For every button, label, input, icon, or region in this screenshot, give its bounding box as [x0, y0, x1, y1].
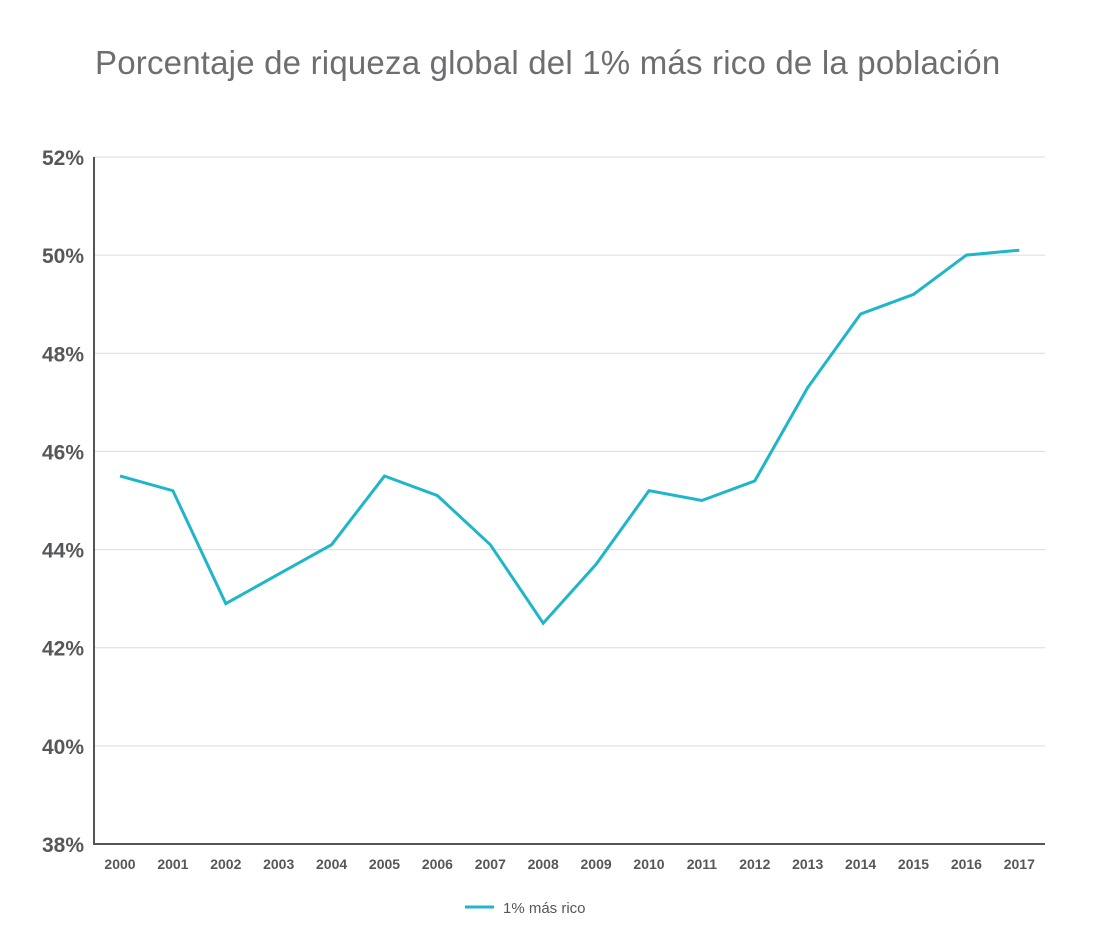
x-tick-label: 2007 [475, 856, 506, 872]
y-tick-label: 38% [42, 834, 84, 857]
x-tick-label: 2011 [687, 856, 718, 872]
y-tick-label: 40% [42, 736, 84, 759]
y-tick-label: 50% [42, 245, 84, 268]
y-tick-label: 46% [42, 441, 84, 464]
x-tick-label: 2014 [845, 856, 876, 872]
x-tick-label: 2016 [951, 856, 982, 872]
x-tick-label: 2006 [422, 856, 453, 872]
legend-label: 1% más rico [503, 900, 586, 917]
y-tick-label: 44% [42, 540, 84, 563]
y-tick-label: 52% [42, 147, 84, 170]
x-tick-label: 2013 [792, 856, 823, 872]
chart-title: Porcentaje de riqueza global del 1% más … [95, 44, 1001, 81]
x-axis-tick-labels: 2000 2001 2002 2003 2004 2005 2006 2007 2008 2009… [104, 856, 1035, 872]
y-tick-label: 42% [42, 638, 84, 661]
y-tick-label: 48% [42, 343, 84, 366]
x-tick-label: 2001 [157, 856, 188, 872]
legend: 1% más rico [465, 900, 586, 917]
x-tick-label: 2008 [528, 856, 559, 872]
x-tick-label: 2012 [739, 856, 770, 872]
x-tick-label: 2010 [633, 856, 664, 872]
x-tick-label: 2000 [104, 856, 135, 872]
x-tick-label: 2005 [369, 856, 400, 872]
x-tick-label: 2017 [1004, 856, 1035, 872]
x-tick-label: 2002 [210, 856, 241, 872]
x-tick-label: 2003 [263, 856, 294, 872]
x-tick-label: 2009 [581, 856, 612, 872]
series-line [119, 248, 1020, 626]
x-tick-label: 2004 [316, 856, 347, 872]
x-tick-label: 2015 [898, 856, 929, 872]
series-layer [119, 248, 1020, 626]
grid-lines [94, 156, 1045, 747]
y-axis-tick-labels: 38% 40% 42% 44% 46% 48% 50% 52% [42, 147, 84, 857]
